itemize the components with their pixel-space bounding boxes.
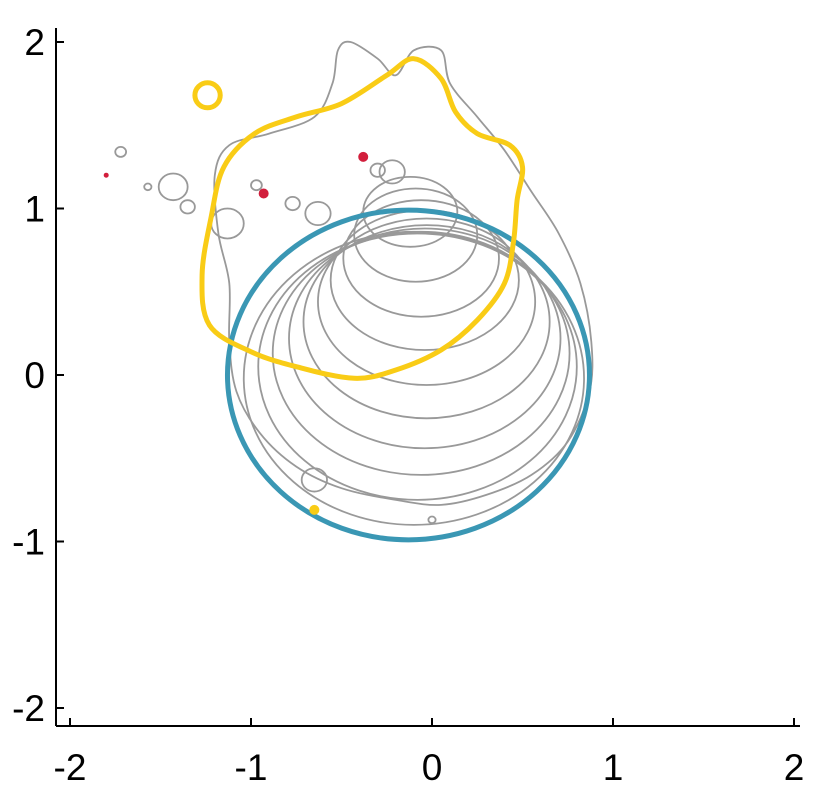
contour-level-5 [302,224,551,420]
ticks: -2 -1 0 1 2 -2 -1 0 1 2 [12,22,804,788]
small-contour-circle [284,195,301,212]
yellow-contour [199,56,526,381]
y-tick-label: 0 [24,355,45,396]
small-contour-circle [369,162,386,178]
y-tick-label: -2 [12,688,45,729]
small-contour-circle [378,159,406,185]
gray-contours [114,40,594,526]
yellow-point [309,504,320,515]
x-tick-label: 1 [603,747,624,788]
points-layer [103,151,369,515]
y-tick-label: 2 [24,22,45,63]
x-tick-label: 0 [422,747,443,788]
small-contour-circle [210,207,245,240]
blue-ellipse-layer [224,207,592,543]
small-contour-circle [427,515,437,525]
axes [55,28,800,727]
contour-level-6 [317,217,537,386]
yellow-contour-layer [192,56,526,381]
small-contour-circle [250,179,263,192]
red-point [358,151,369,162]
x-tick-label: 2 [784,747,805,788]
contour-level-4 [288,227,562,450]
red-point [103,172,109,178]
contour-level-3 [271,230,571,476]
small-contour-circle [179,199,196,215]
x-tick-label: -1 [235,747,268,788]
blue-ellipse [224,207,592,543]
small-contour-circle [143,182,153,192]
x-tick-label: -2 [54,747,87,788]
small-contour-circle [114,145,128,158]
small-contour-circle [157,172,189,202]
y-tick-label: 1 [24,189,45,230]
small-contour-circle [300,467,328,493]
contour-level-2 [257,232,578,501]
yellow-small-loop [192,80,223,111]
contour-level-10 [362,175,459,248]
contour-level-9 [353,187,479,283]
contour-level-8 [342,199,500,318]
outer-contour [213,40,594,506]
red-point [258,188,269,199]
y-tick-label: -1 [12,522,45,563]
small-contour-circle [304,200,332,227]
